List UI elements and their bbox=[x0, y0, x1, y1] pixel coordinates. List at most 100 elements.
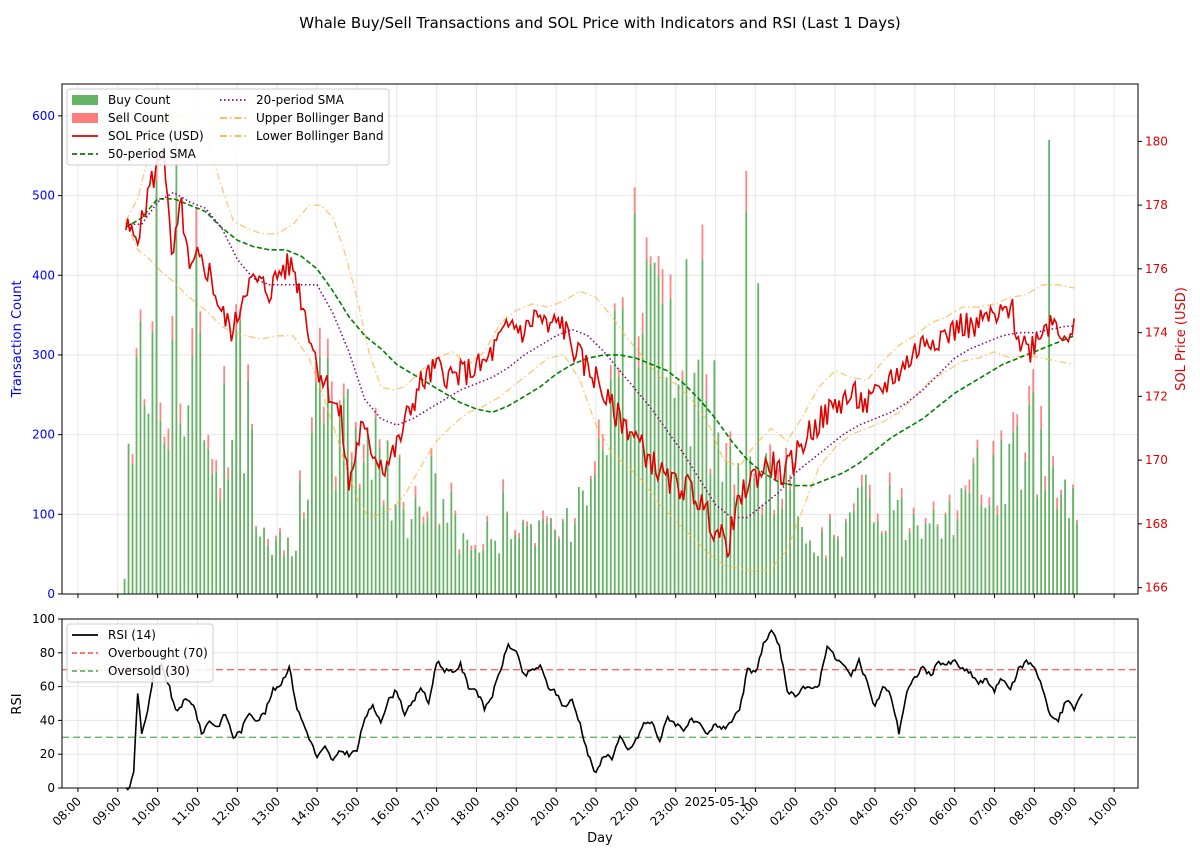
sell-bar bbox=[223, 366, 226, 384]
buy-bar bbox=[450, 491, 453, 594]
sell-bar bbox=[362, 444, 365, 463]
buy-bar bbox=[550, 518, 552, 594]
buy-bar bbox=[306, 499, 309, 594]
buy-bar bbox=[155, 179, 158, 594]
buy-bar bbox=[817, 555, 819, 594]
buy-bar bbox=[721, 481, 724, 594]
sell-bar bbox=[1056, 497, 1059, 510]
sell-bar bbox=[789, 474, 791, 490]
sell-bar bbox=[310, 417, 313, 433]
sell-bar bbox=[637, 336, 640, 368]
sell-bar bbox=[976, 439, 979, 448]
buy-bar bbox=[665, 377, 668, 594]
xtick-label: 13:00 bbox=[249, 794, 283, 828]
sell-bar bbox=[318, 327, 321, 357]
buy-bar bbox=[123, 578, 126, 594]
buy-bar bbox=[522, 521, 524, 594]
buy-bar bbox=[542, 518, 544, 594]
upper-bollinger-line bbox=[125, 108, 1075, 468]
xtick-label: 18:00 bbox=[448, 794, 482, 828]
sell-bar bbox=[932, 501, 935, 510]
sell-bar bbox=[502, 479, 505, 491]
buy-bar bbox=[175, 163, 178, 594]
buy-bar bbox=[390, 520, 393, 594]
sell-bar bbox=[761, 504, 764, 515]
buy-bar bbox=[151, 332, 154, 594]
sell-bar bbox=[793, 462, 795, 467]
sell-bar bbox=[426, 511, 429, 519]
buy-bar bbox=[848, 512, 851, 594]
sell-bar bbox=[382, 500, 385, 506]
buy-bar bbox=[589, 478, 592, 594]
buy-bar bbox=[880, 533, 883, 594]
right-y-axis: 166 168 170 172 174 176 178 180 bbox=[1138, 134, 1168, 595]
sell-bar bbox=[414, 486, 417, 498]
buy-bar bbox=[1008, 443, 1011, 594]
buy-bar bbox=[769, 461, 772, 594]
sell-bar bbox=[179, 403, 182, 424]
buy-bar bbox=[362, 462, 365, 594]
sell-bar bbox=[701, 224, 704, 260]
xtick-label: 10:00 bbox=[129, 794, 163, 828]
sell-bar bbox=[167, 428, 170, 449]
sell-bar bbox=[283, 550, 285, 556]
buy-bar bbox=[506, 513, 509, 594]
sell-bar bbox=[669, 274, 672, 299]
sell-bar bbox=[514, 530, 517, 535]
buy-bar bbox=[1032, 392, 1035, 594]
left-ytick-label: 300 bbox=[32, 348, 55, 362]
sell-bar bbox=[597, 419, 600, 439]
legend-label: Overbought (70) bbox=[108, 646, 208, 660]
buy-bar bbox=[227, 479, 230, 594]
sell-bar bbox=[358, 483, 361, 488]
sell-bar bbox=[374, 407, 377, 417]
rsi-legend-box bbox=[66, 623, 214, 683]
xtick-label: 09:00 bbox=[90, 794, 124, 828]
sell-bar bbox=[593, 461, 596, 475]
xtick-label: 08:00 bbox=[50, 794, 84, 828]
buy-bar bbox=[546, 523, 548, 594]
left-y-axis: 0 100 200 300 400 500 600 bbox=[32, 109, 62, 601]
buy-bar bbox=[418, 506, 421, 594]
buy-bar bbox=[757, 283, 760, 594]
right-ytick-label: 178 bbox=[1145, 198, 1168, 212]
buy-bar bbox=[518, 537, 521, 594]
buy-bar bbox=[833, 536, 835, 594]
sell-bar bbox=[613, 303, 616, 311]
sell-bar bbox=[398, 454, 401, 458]
legend-label: Buy Count bbox=[108, 93, 171, 107]
sell-bar bbox=[825, 555, 827, 559]
buy-bar bbox=[235, 329, 238, 594]
buy-bar bbox=[837, 538, 839, 594]
buy-bar bbox=[446, 522, 449, 594]
sell-bar bbox=[255, 525, 257, 529]
buy-bar bbox=[358, 487, 361, 594]
buy-bar bbox=[641, 333, 644, 594]
buy-bar bbox=[605, 455, 608, 594]
buy-bar bbox=[793, 466, 795, 594]
buy-bar bbox=[825, 558, 827, 594]
sell-bar bbox=[888, 472, 891, 485]
buy-bar bbox=[916, 525, 919, 594]
sell-bar bbox=[1036, 494, 1039, 498]
sell-bar bbox=[868, 484, 871, 498]
sell-bar bbox=[159, 402, 162, 421]
chart-title: Whale Buy/Sell Transactions and SOL Pric… bbox=[299, 14, 901, 32]
buy-bar bbox=[530, 524, 532, 594]
sell-bar bbox=[215, 460, 218, 471]
sell-bar bbox=[988, 497, 991, 506]
buy-bar bbox=[1076, 523, 1078, 594]
buy-bar bbox=[199, 332, 202, 594]
buy-bar bbox=[976, 447, 979, 594]
sell-bar bbox=[601, 434, 604, 450]
buy-bar bbox=[633, 213, 636, 594]
sell-bar bbox=[342, 383, 345, 399]
buy-bar bbox=[844, 521, 847, 594]
xtick-label: 19:00 bbox=[488, 794, 522, 828]
sol-price-line bbox=[125, 146, 1075, 558]
sell-bar bbox=[852, 503, 855, 511]
sell-bar bbox=[219, 488, 222, 501]
sell-bar bbox=[526, 521, 528, 527]
xtick-label: 09:00 bbox=[1046, 794, 1080, 828]
